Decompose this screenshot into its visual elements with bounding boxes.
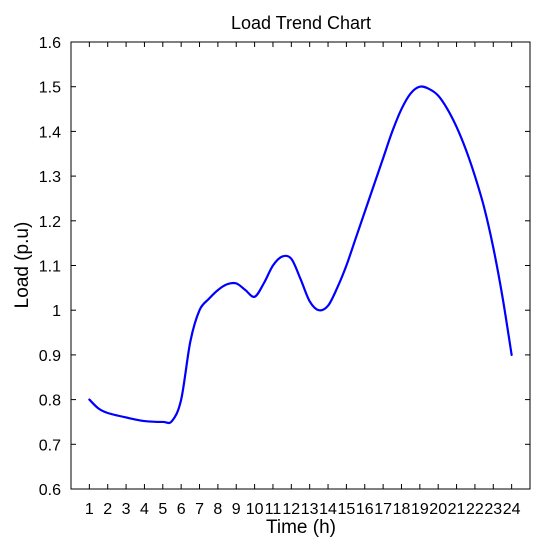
x-tick-label: 6 [177, 501, 186, 518]
y-tick-label: 1.4 [39, 124, 61, 141]
series-layer [88, 85, 513, 425]
x-axis-ticks: 1 2 3 4 5 6 7 8 9 10 11 12 13 14 15 16 17 18 19 20 21 22 23 24 [85, 42, 521, 518]
plot-area-frame [70, 41, 531, 490]
x-tick-label: 1 [85, 501, 94, 518]
x-tick-label: 11 [265, 501, 282, 518]
x-tick-label: 21 [448, 501, 466, 518]
load-series-line [88, 85, 513, 425]
y-tick-label: 0.8 [39, 393, 61, 410]
y-tick-label: 1.1 [39, 259, 61, 276]
x-tick-label: 2 [103, 501, 112, 518]
y-tick-label: 0.6 [39, 482, 61, 499]
x-tick-label: 18 [393, 501, 411, 518]
x-tick-label: 12 [282, 501, 300, 518]
y-axis-label: Load (p.u) [12, 222, 33, 309]
x-tick-label: 7 [195, 501, 204, 518]
x-tick-label: 5 [158, 501, 167, 518]
y-tick-label: 1.5 [39, 80, 61, 97]
x-tick-label: 23 [484, 501, 502, 518]
x-tick-label: 14 [319, 501, 337, 518]
x-tick-label: 4 [140, 501, 149, 518]
chart-title: Load Trend Chart [231, 13, 371, 33]
x-tick-label: 19 [411, 501, 429, 518]
x-tick-label: 17 [374, 501, 392, 518]
x-axis-label: Time (h) [266, 517, 336, 538]
y-axis-ticks: 0.6 0.7 0.8 0.9 1 1.1 1.2 1.3 1.4 1.5 1.6 [39, 35, 530, 499]
y-tick-label: 1 [52, 303, 61, 320]
y-tick-label: 1.3 [39, 169, 61, 186]
x-tick-label: 22 [466, 501, 484, 518]
y-tick-label: 0.9 [39, 348, 61, 365]
x-tick-label: 16 [356, 501, 374, 518]
x-tick-label: 3 [122, 501, 131, 518]
y-tick-label: 1.6 [39, 35, 61, 52]
x-tick-label: 20 [429, 501, 447, 518]
x-tick-label: 10 [246, 501, 264, 518]
y-tick-label: 0.7 [39, 437, 61, 454]
x-tick-label: 13 [301, 501, 319, 518]
x-tick-label: 8 [213, 501, 222, 518]
y-tick-label: 1.2 [39, 214, 61, 231]
x-tick-label: 9 [232, 501, 241, 518]
x-tick-label: 24 [503, 501, 521, 518]
x-tick-label: 15 [338, 501, 356, 518]
